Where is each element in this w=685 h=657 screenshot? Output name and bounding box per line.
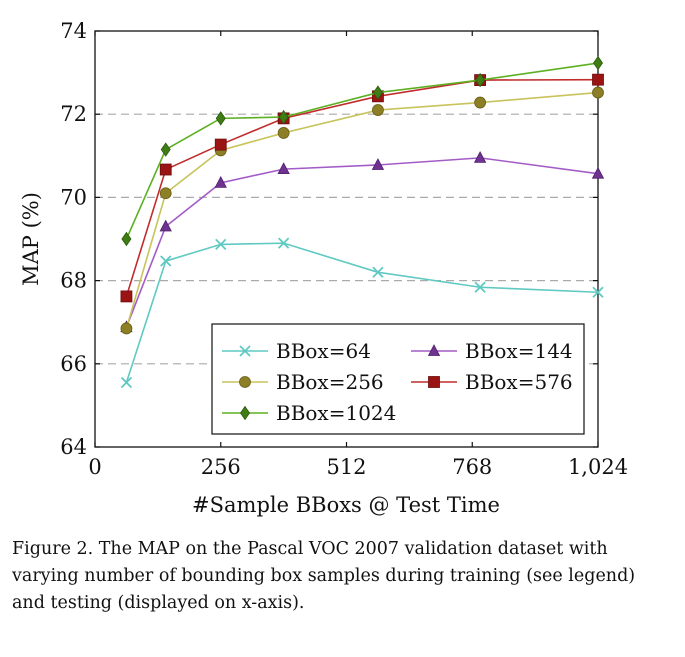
data-point	[160, 255, 172, 267]
data-point	[159, 219, 172, 232]
series-bbox-256	[120, 86, 604, 335]
data-point	[592, 86, 604, 99]
legend-marker	[428, 376, 440, 388]
data-point	[120, 322, 133, 335]
data-point	[475, 72, 486, 88]
axis-ticks: 64 66 68 70 72 74 0 256 512 768 1,024	[60, 19, 628, 479]
series-lines	[120, 55, 605, 389]
adjacent-column-fragment	[678, 30, 685, 350]
data-point	[593, 55, 603, 71]
data-point	[160, 142, 171, 157]
data-point	[372, 266, 384, 278]
data-point	[473, 151, 487, 163]
series-line	[125, 157, 599, 328]
data-point	[214, 138, 227, 151]
y-tick-label: 70	[60, 185, 87, 209]
legend-label: BBox=576	[465, 370, 573, 394]
data-point	[120, 290, 133, 303]
data-point	[372, 104, 384, 116]
y-tick-label: 64	[60, 435, 87, 459]
data-point	[215, 238, 227, 251]
legend-marker	[239, 376, 251, 388]
x-axis-title: #Sample BBoxs @ Test Time	[192, 493, 500, 517]
y-tick-label: 68	[60, 269, 87, 293]
series-line	[125, 78, 599, 297]
data-point	[592, 73, 604, 86]
data-point	[372, 85, 383, 100]
legend-box	[211, 323, 585, 435]
data-point	[371, 158, 385, 170]
data-point	[215, 111, 226, 126]
data-point	[121, 231, 132, 247]
y-tick-label: 72	[60, 102, 87, 126]
legend-entry: BBox=1024	[222, 401, 396, 425]
series-line	[125, 91, 599, 329]
data-point	[474, 281, 486, 293]
map-line-chart: 64 66 68 70 72 74 0 256 512 768 1,024 MAP (%) #Sam…	[19, 19, 628, 517]
legend-label: BBox=256	[276, 370, 384, 394]
data-point	[591, 166, 605, 179]
legend: BBox=64 BBox=144 BBox=256 BBox=576 BBox=1024	[211, 323, 585, 435]
x-tick-label: 0	[88, 455, 101, 479]
data-point	[277, 237, 290, 249]
y-axis-title: MAP (%)	[19, 192, 43, 286]
x-tick-label: 512	[326, 455, 366, 479]
legend-marker	[239, 345, 251, 357]
y-tick-label: 66	[60, 352, 87, 376]
legend-entry: BBox=144	[411, 339, 573, 363]
series-bbox-1024	[121, 55, 603, 247]
data-point	[159, 187, 172, 200]
series-line	[125, 62, 599, 240]
data-point	[474, 96, 487, 109]
legend-entry: BBox=576	[411, 370, 573, 394]
legend-entry: BBox=64	[222, 339, 371, 363]
series-bbox-144	[120, 151, 605, 333]
data-point	[278, 109, 289, 125]
y-tick-label: 74	[60, 19, 87, 43]
x-tick-label: 768	[452, 455, 492, 479]
data-point	[592, 286, 604, 298]
legend-label: BBox=64	[276, 339, 371, 363]
series-bbox-64	[120, 237, 604, 389]
data-point	[159, 163, 172, 176]
data-point	[277, 127, 290, 139]
legend-label: BBox=1024	[276, 401, 396, 425]
x-tick-label: 256	[201, 455, 241, 479]
legend-marker	[427, 344, 441, 356]
data-point	[277, 162, 290, 175]
data-point	[214, 175, 227, 188]
legend-entry: BBox=256	[222, 370, 384, 394]
x-tick-label: 1,024	[568, 455, 628, 479]
legend-marker	[240, 405, 250, 421]
data-point	[120, 376, 133, 389]
figure-caption: Figure 2. The MAP on the Pascal VOC 2007…	[12, 539, 636, 613]
legend-label: BBox=144	[465, 339, 573, 363]
